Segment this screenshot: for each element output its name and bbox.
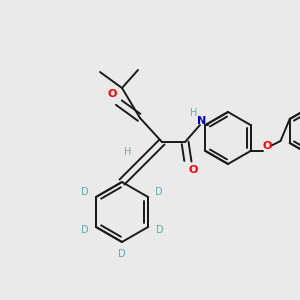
Text: D: D xyxy=(81,225,88,236)
Text: N: N xyxy=(197,116,207,126)
Text: O: O xyxy=(107,89,117,99)
Text: H: H xyxy=(190,108,198,118)
Text: O: O xyxy=(188,165,198,175)
Text: D: D xyxy=(156,225,163,236)
Text: D: D xyxy=(82,187,89,196)
Text: H: H xyxy=(124,147,132,157)
Text: D: D xyxy=(155,187,163,196)
Text: D: D xyxy=(118,249,126,259)
Text: O: O xyxy=(263,141,272,151)
